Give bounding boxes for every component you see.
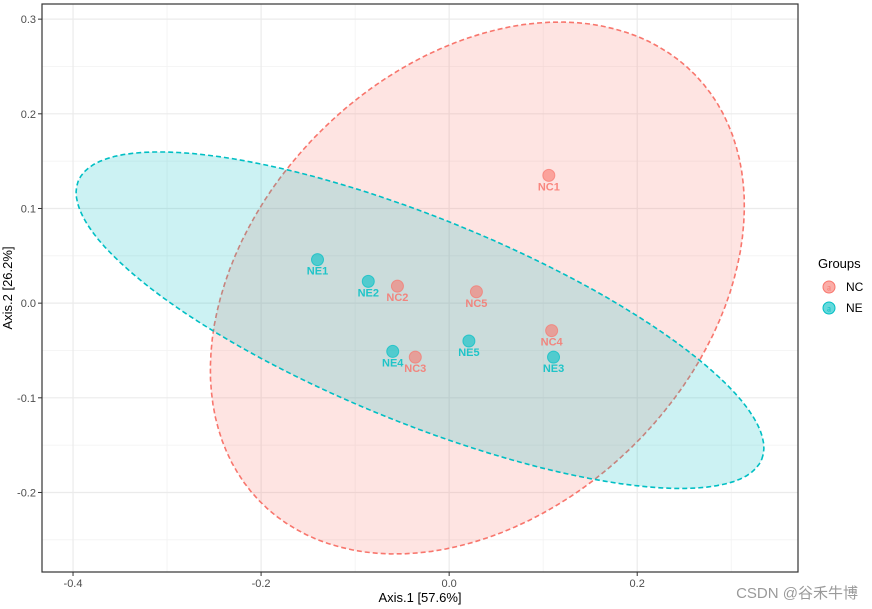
y-tick-label: 0.0 xyxy=(21,298,36,310)
ellipses xyxy=(75,21,765,555)
point-label: NE4 xyxy=(382,357,404,369)
point-nc5 xyxy=(469,285,483,299)
legend-key-glyph: a xyxy=(827,283,831,293)
point-nc3 xyxy=(408,350,422,364)
point-label: NE5 xyxy=(458,347,479,359)
point-nc4 xyxy=(545,324,559,338)
legend: Groups a NC a NE xyxy=(818,256,864,315)
point-ne4 xyxy=(386,344,400,358)
legend-key-ne xyxy=(822,301,836,315)
y-tick-label: 0.2 xyxy=(21,109,36,121)
y-tick-label: 0.1 xyxy=(21,203,36,215)
point-label: NC4 xyxy=(541,337,564,349)
point-label: NE2 xyxy=(358,287,379,299)
legend-key-glyph: a xyxy=(827,304,831,314)
grid xyxy=(42,4,798,572)
axes: -0.4 -0.2 0.0 0.2 -0.2 -0.1 0.0 0.1 0.2 0.3 xyxy=(17,14,645,590)
point-nc2 xyxy=(390,279,404,293)
point-label: NC2 xyxy=(386,292,408,304)
y-tick-label: -0.1 xyxy=(17,393,36,405)
point-ne5 xyxy=(462,334,476,348)
x-axis-title: Axis.1 [57.6%] xyxy=(378,590,461,605)
legend-label: NE xyxy=(846,301,863,315)
point-label: NC5 xyxy=(465,298,487,310)
points: NC1 NC2 NC3 NC4 NC5 NE1 NE2 NE3 NE4 NE5 xyxy=(307,168,564,375)
panel-border xyxy=(41,3,799,573)
point-ne3 xyxy=(547,350,561,364)
point-label: NE3 xyxy=(543,363,564,375)
legend-label: NC xyxy=(846,280,864,294)
point-nc1 xyxy=(542,168,556,182)
y-axis-title: Axis.2 [26.2%] xyxy=(0,246,15,329)
watermark: CSDN @谷禾牛博 xyxy=(736,585,858,602)
point-ne2 xyxy=(361,274,375,288)
y-tick-label: -0.2 xyxy=(17,487,36,499)
point-label: NC3 xyxy=(404,363,426,375)
y-tick-label: 0.3 xyxy=(21,14,36,26)
ellipse-ne xyxy=(75,151,765,490)
x-tick-label: 0.2 xyxy=(630,578,645,590)
x-tick-label: 0.0 xyxy=(442,578,457,590)
legend-key-nc xyxy=(822,280,836,294)
x-tick-label: -0.2 xyxy=(252,578,271,590)
point-label: NC1 xyxy=(538,181,560,193)
x-tick-label: -0.4 xyxy=(64,578,83,590)
point-label: NE1 xyxy=(307,266,328,278)
legend-title: Groups xyxy=(818,256,861,271)
point-ne1 xyxy=(311,253,325,267)
